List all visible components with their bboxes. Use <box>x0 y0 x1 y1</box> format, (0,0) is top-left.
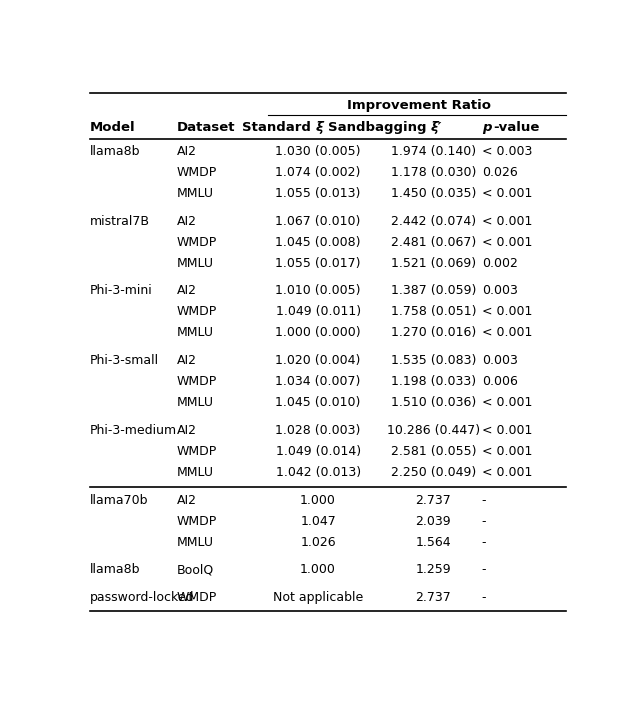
Text: BoolQ: BoolQ <box>177 564 214 577</box>
Text: 2.250 (0.049): 2.250 (0.049) <box>391 465 476 479</box>
Text: 0.026: 0.026 <box>482 166 518 179</box>
Text: -: - <box>482 536 486 549</box>
Text: Standard: Standard <box>242 121 316 134</box>
Text: Phi-3-small: Phi-3-small <box>90 354 159 367</box>
Text: 1.259: 1.259 <box>415 564 451 577</box>
Text: < 0.001: < 0.001 <box>482 305 532 318</box>
Text: 1.521 (0.069): 1.521 (0.069) <box>391 256 476 269</box>
Text: 1.034 (0.007): 1.034 (0.007) <box>275 375 361 388</box>
Text: 1.020 (0.004): 1.020 (0.004) <box>275 354 361 367</box>
Text: 0.003: 0.003 <box>482 354 518 367</box>
Text: AI2: AI2 <box>177 284 196 297</box>
Text: < 0.001: < 0.001 <box>482 236 532 248</box>
Text: 1.010 (0.005): 1.010 (0.005) <box>275 284 361 297</box>
Text: < 0.001: < 0.001 <box>482 465 532 479</box>
Text: 1.758 (0.051): 1.758 (0.051) <box>390 305 476 318</box>
Text: 1.074 (0.002): 1.074 (0.002) <box>275 166 361 179</box>
Text: AI2: AI2 <box>177 145 196 158</box>
Text: AI2: AI2 <box>177 494 196 507</box>
Text: < 0.003: < 0.003 <box>482 145 532 158</box>
Text: MMLU: MMLU <box>177 256 214 269</box>
Text: ξ: ξ <box>316 121 323 134</box>
Text: -: - <box>482 564 486 577</box>
Text: llama8b: llama8b <box>90 145 140 158</box>
Text: 1.387 (0.059): 1.387 (0.059) <box>390 284 476 297</box>
Text: Phi-3-medium: Phi-3-medium <box>90 424 177 437</box>
Text: ξ′: ξ′ <box>431 121 442 134</box>
Text: 1.270 (0.016): 1.270 (0.016) <box>391 326 476 339</box>
Text: 0.006: 0.006 <box>482 375 518 388</box>
Text: 1.510 (0.036): 1.510 (0.036) <box>391 396 476 409</box>
Text: p: p <box>482 121 492 134</box>
Text: 0.002: 0.002 <box>482 256 518 269</box>
Text: llama70b: llama70b <box>90 494 148 507</box>
Text: < 0.001: < 0.001 <box>482 326 532 339</box>
Text: Sandbagging: Sandbagging <box>328 121 431 134</box>
Text: MMLU: MMLU <box>177 396 214 409</box>
Text: 1.030 (0.005): 1.030 (0.005) <box>275 145 361 158</box>
Text: Improvement Ratio: Improvement Ratio <box>346 99 490 112</box>
Text: AI2: AI2 <box>177 354 196 367</box>
Text: WMDP: WMDP <box>177 515 217 528</box>
Text: Model: Model <box>90 121 136 134</box>
Text: WMDP: WMDP <box>177 236 217 248</box>
Text: 2.039: 2.039 <box>415 515 451 528</box>
Text: 2.737: 2.737 <box>415 494 451 507</box>
Text: 1.535 (0.083): 1.535 (0.083) <box>390 354 476 367</box>
Text: 1.045 (0.008): 1.045 (0.008) <box>275 236 361 248</box>
Text: AI2: AI2 <box>177 424 196 437</box>
Text: 2.481 (0.067): 2.481 (0.067) <box>391 236 476 248</box>
Text: 1.067 (0.010): 1.067 (0.010) <box>275 215 361 228</box>
Text: 1.042 (0.013): 1.042 (0.013) <box>275 465 361 479</box>
Text: mistral7B: mistral7B <box>90 215 150 228</box>
Text: Not applicable: Not applicable <box>273 591 364 604</box>
Text: 1.026: 1.026 <box>300 536 336 549</box>
Text: 1.000: 1.000 <box>300 564 336 577</box>
Text: WMDP: WMDP <box>177 166 217 179</box>
Text: < 0.001: < 0.001 <box>482 444 532 457</box>
Text: < 0.001: < 0.001 <box>482 187 532 200</box>
Text: 1.049 (0.014): 1.049 (0.014) <box>275 444 361 457</box>
Text: WMDP: WMDP <box>177 444 217 457</box>
Text: 1.055 (0.013): 1.055 (0.013) <box>275 187 361 200</box>
Text: 1.045 (0.010): 1.045 (0.010) <box>275 396 361 409</box>
Text: -: - <box>482 494 486 507</box>
Text: 0.003: 0.003 <box>482 284 518 297</box>
Text: Phi-3-mini: Phi-3-mini <box>90 284 153 297</box>
Text: WMDP: WMDP <box>177 305 217 318</box>
Text: 1.450 (0.035): 1.450 (0.035) <box>390 187 476 200</box>
Text: 1.178 (0.030): 1.178 (0.030) <box>390 166 476 179</box>
Text: 2.442 (0.074): 2.442 (0.074) <box>391 215 476 228</box>
Text: MMLU: MMLU <box>177 187 214 200</box>
Text: llama8b: llama8b <box>90 564 140 577</box>
Text: 1.055 (0.017): 1.055 (0.017) <box>275 256 361 269</box>
Text: 2.581 (0.055): 2.581 (0.055) <box>390 444 476 457</box>
Text: 10.286 (0.447): 10.286 (0.447) <box>387 424 480 437</box>
Text: password-locked: password-locked <box>90 591 195 604</box>
Text: < 0.001: < 0.001 <box>482 396 532 409</box>
Text: -value: -value <box>493 121 540 134</box>
Text: WMDP: WMDP <box>177 375 217 388</box>
Text: < 0.001: < 0.001 <box>482 215 532 228</box>
Text: 1.198 (0.033): 1.198 (0.033) <box>391 375 476 388</box>
Text: 1.564: 1.564 <box>415 536 451 549</box>
Text: 1.047: 1.047 <box>300 515 336 528</box>
Text: < 0.001: < 0.001 <box>482 424 532 437</box>
Text: -: - <box>482 515 486 528</box>
Text: 1.974 (0.140): 1.974 (0.140) <box>391 145 476 158</box>
Text: 2.737: 2.737 <box>415 591 451 604</box>
Text: MMLU: MMLU <box>177 326 214 339</box>
Text: AI2: AI2 <box>177 215 196 228</box>
Text: MMLU: MMLU <box>177 536 214 549</box>
Text: 1.049 (0.011): 1.049 (0.011) <box>275 305 361 318</box>
Text: 1.000: 1.000 <box>300 494 336 507</box>
Text: WMDP: WMDP <box>177 591 217 604</box>
Text: -: - <box>482 591 486 604</box>
Text: MMLU: MMLU <box>177 465 214 479</box>
Text: 1.000 (0.000): 1.000 (0.000) <box>275 326 361 339</box>
Text: 1.028 (0.003): 1.028 (0.003) <box>275 424 361 437</box>
Text: Dataset: Dataset <box>177 121 236 134</box>
